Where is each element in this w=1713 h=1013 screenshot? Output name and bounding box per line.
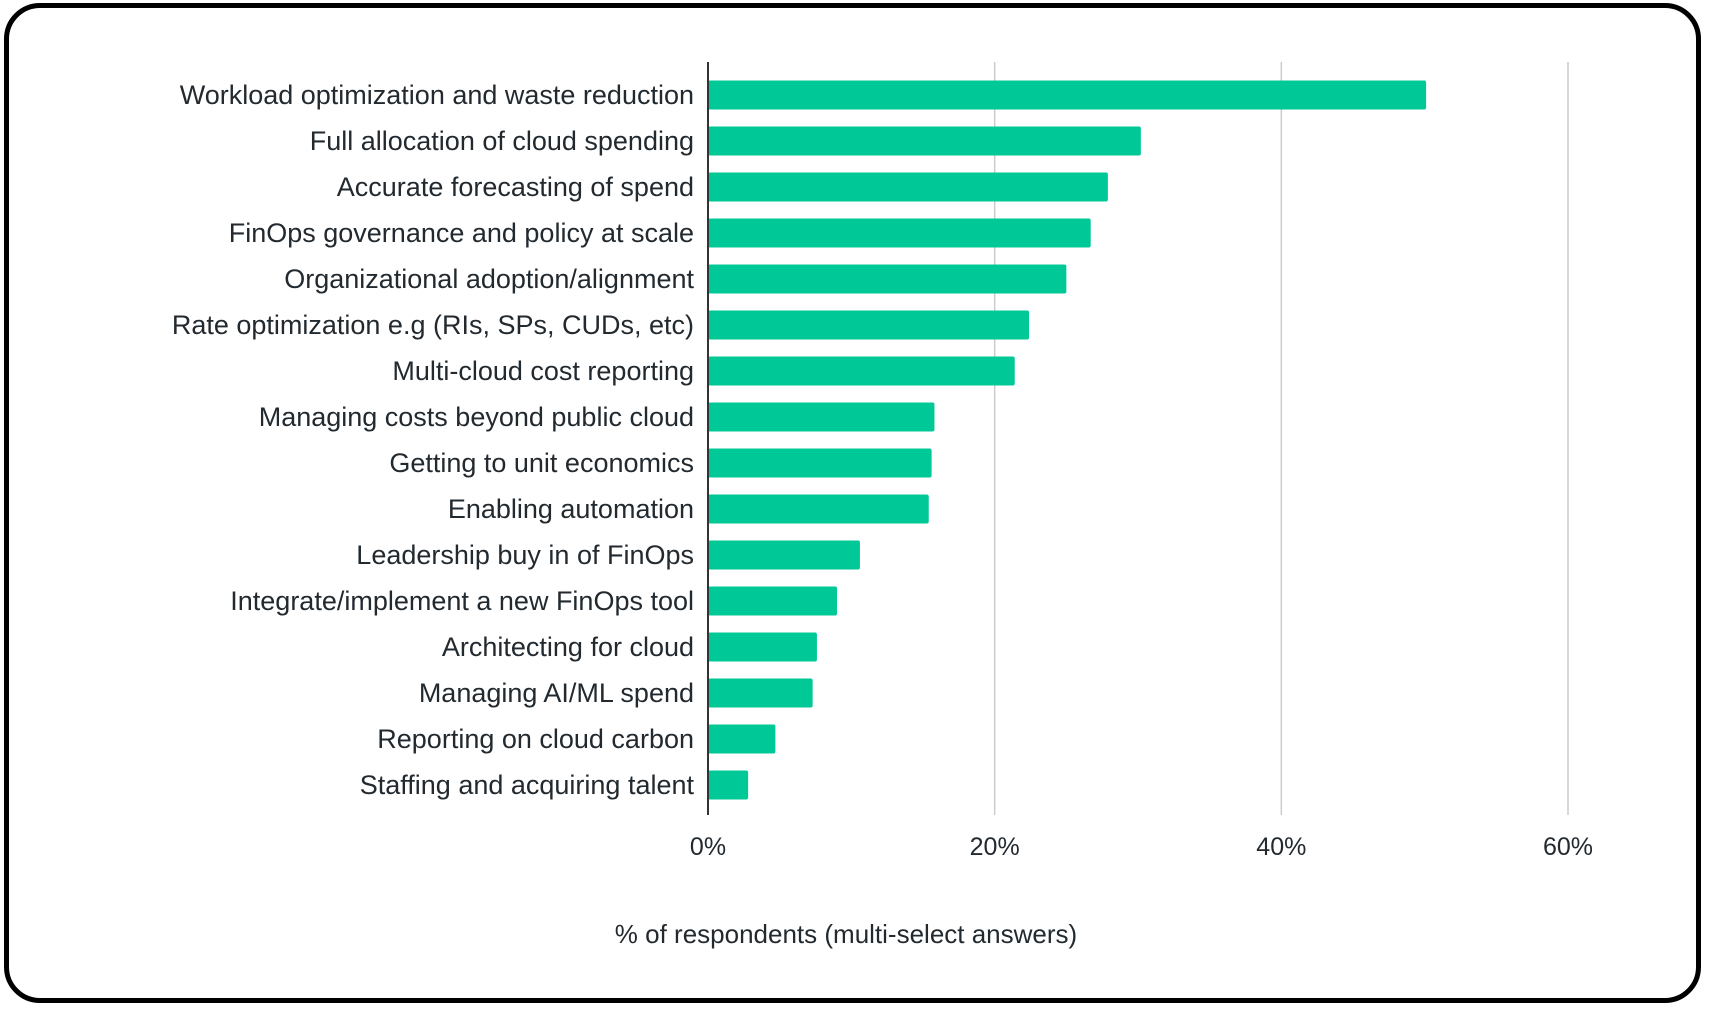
bar bbox=[708, 310, 1030, 340]
category-label: Managing costs beyond public cloud bbox=[259, 402, 694, 432]
x-tick-label: 40% bbox=[1256, 833, 1306, 861]
category-label: Organizational adoption/alignment bbox=[284, 264, 694, 294]
bar bbox=[708, 632, 817, 662]
bar bbox=[708, 540, 860, 570]
bar bbox=[708, 80, 1427, 110]
category-label: Leadership buy in of FinOps bbox=[356, 540, 694, 570]
category-label: Enabling automation bbox=[448, 494, 694, 524]
x-tick-label: 20% bbox=[970, 833, 1020, 861]
bars bbox=[708, 80, 1427, 800]
bar bbox=[708, 494, 929, 524]
bar bbox=[708, 126, 1141, 156]
category-labels: Workload optimization and waste reductio… bbox=[172, 80, 695, 800]
category-label: Rate optimization e.g (RIs, SPs, CUDs, e… bbox=[172, 310, 694, 340]
category-label: Integrate/implement a new FinOps tool bbox=[230, 586, 694, 616]
category-label: Full allocation of cloud spending bbox=[310, 126, 694, 156]
category-label: Managing AI/ML spend bbox=[419, 678, 694, 708]
bar bbox=[708, 218, 1091, 248]
category-label: Accurate forecasting of spend bbox=[337, 172, 694, 202]
category-label: Getting to unit economics bbox=[389, 448, 694, 478]
category-label: FinOps governance and policy at scale bbox=[229, 218, 694, 248]
category-label: Architecting for cloud bbox=[442, 632, 694, 662]
x-tick-labels: 0% 20% 40% 60% bbox=[690, 833, 1593, 861]
category-label: Multi-cloud cost reporting bbox=[392, 356, 694, 386]
bar bbox=[708, 172, 1108, 202]
bar bbox=[708, 402, 935, 432]
bar bbox=[708, 770, 749, 800]
bar bbox=[708, 678, 813, 708]
category-label: Reporting on cloud carbon bbox=[377, 724, 694, 754]
x-tick-label: 0% bbox=[690, 833, 726, 861]
x-axis-title: % of respondents (multi-select answers) bbox=[615, 919, 1077, 949]
bar bbox=[708, 448, 932, 478]
bar bbox=[708, 356, 1015, 386]
bar bbox=[708, 264, 1067, 294]
category-label: Workload optimization and waste reductio… bbox=[180, 80, 694, 110]
x-tick-label: 60% bbox=[1543, 833, 1593, 861]
category-label: Staffing and acquiring talent bbox=[360, 770, 695, 800]
bar bbox=[708, 724, 776, 754]
bar bbox=[708, 586, 837, 616]
